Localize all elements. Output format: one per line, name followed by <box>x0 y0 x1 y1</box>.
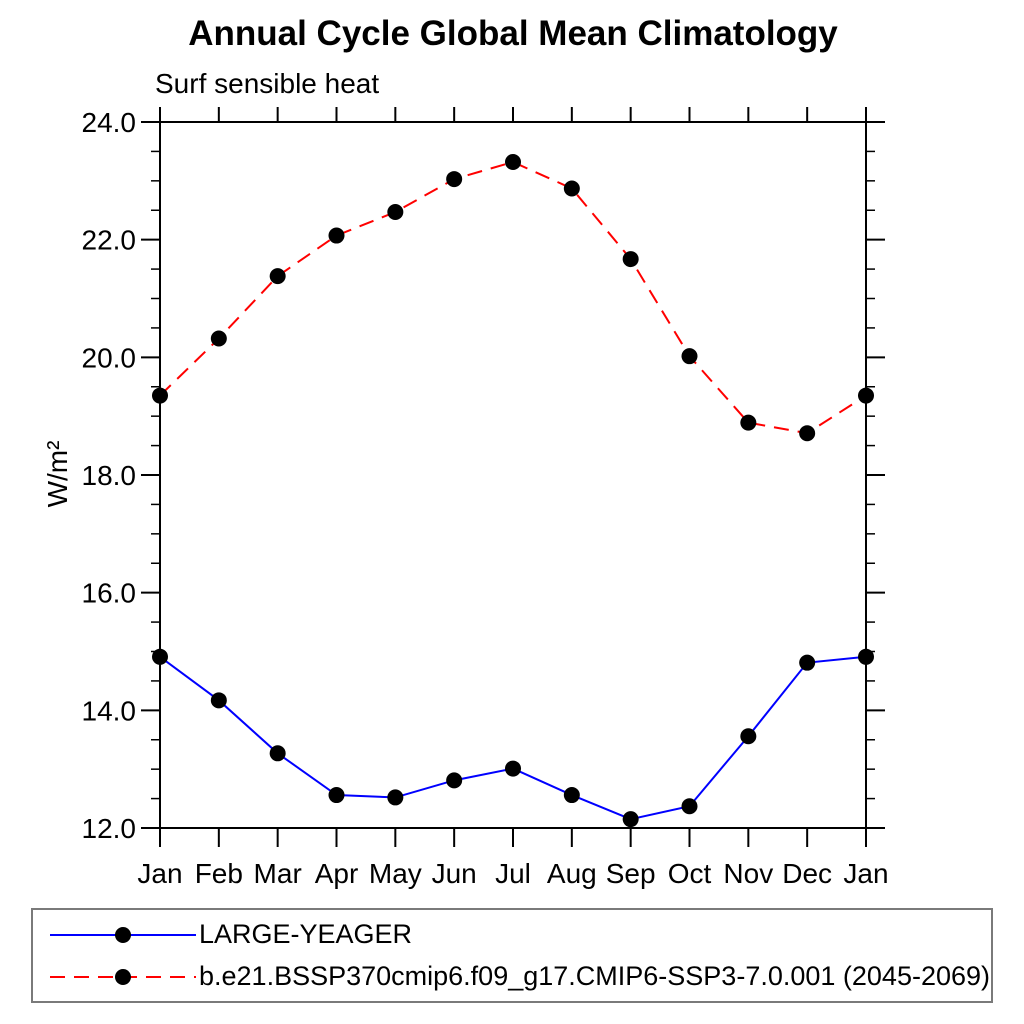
ssp370-point <box>269 268 286 285</box>
x-tick-label: Feb <box>195 858 243 889</box>
legend-swatch-solid-line <box>50 926 196 943</box>
legend: LARGE-YEAGER b.e21.BSSP370cmip6.f09_g17.… <box>31 908 993 1003</box>
large-yeager-point <box>328 787 345 804</box>
large-yeager-point <box>387 789 404 806</box>
large-yeager-point <box>622 811 639 828</box>
ssp370-point <box>446 171 463 188</box>
large-yeager-line <box>159 655 867 821</box>
large-yeager-point <box>269 745 286 762</box>
x-tick-label: Jan <box>843 858 888 889</box>
ssp370-point <box>740 414 757 431</box>
x-tick-label: Aug <box>547 858 597 889</box>
x-tick-label: Dec <box>782 858 832 889</box>
large-yeager-point <box>505 760 521 777</box>
ssp370-line <box>159 160 867 435</box>
large-yeager-point <box>563 787 580 804</box>
legend-marker-dot <box>115 926 131 943</box>
ssp370-point <box>152 387 168 404</box>
ssp370-point <box>328 227 345 244</box>
ssp370-point <box>799 425 816 442</box>
large-yeager-point <box>152 648 168 665</box>
ssp370-point <box>622 251 639 268</box>
y-tick-label: 16.0 <box>82 578 137 609</box>
y-tick-label: 24.0 <box>82 107 137 138</box>
x-tick-label: Mar <box>254 858 302 889</box>
large-yeager-point <box>740 728 757 745</box>
legend-marker-dot <box>115 968 131 985</box>
x-tick-label: Sep <box>606 858 656 889</box>
plot-area: 12.0 14.0 16.0 18.0 20.0 22.0 24.0 Jan Feb Mar Apr… <box>82 107 889 889</box>
large-yeager-point <box>681 798 698 815</box>
chart-subtitle: Surf sensible heat <box>155 68 380 99</box>
large-yeager-point <box>858 648 874 665</box>
x-tick-label: Oct <box>668 858 712 889</box>
x-tick-label: May <box>369 858 422 889</box>
ssp370-point <box>505 154 521 171</box>
y-tick-label: 14.0 <box>82 695 137 726</box>
ssp370-point <box>681 348 698 365</box>
legend-entry-large-yeager: LARGE-YEAGER <box>47 914 991 956</box>
x-tick-label: Jun <box>432 858 477 889</box>
ssp370-point <box>387 204 404 221</box>
ssp370-point <box>563 180 580 197</box>
x-tick-label: Apr <box>315 858 359 889</box>
y-tick-label: 22.0 <box>82 225 137 256</box>
ssp370-point <box>210 330 227 347</box>
x-tick-label: Jul <box>495 858 531 889</box>
legend-swatch-dashed-line <box>50 968 196 985</box>
y-tick-label: 12.0 <box>82 813 137 844</box>
ssp370-point <box>858 387 874 404</box>
large-yeager-point <box>446 772 463 789</box>
y-tick-label: 20.0 <box>82 342 137 373</box>
large-yeager-point <box>799 654 816 671</box>
legend-label: LARGE-YEAGER <box>199 919 413 949</box>
chart-title: Annual Cycle Global Mean Climatology <box>188 14 838 53</box>
x-tick-label: Jan <box>137 858 182 889</box>
legend-entry-ssp370: b.e21.BSSP370cmip6.f09_g17.CMIP6-SSP3-7.… <box>47 956 991 998</box>
legend-label: b.e21.BSSP370cmip6.f09_g17.CMIP6-SSP3-7.… <box>199 961 991 991</box>
x-tick-label: Nov <box>723 858 773 889</box>
y-tick-label: 18.0 <box>82 460 137 491</box>
large-yeager-point <box>210 692 227 709</box>
